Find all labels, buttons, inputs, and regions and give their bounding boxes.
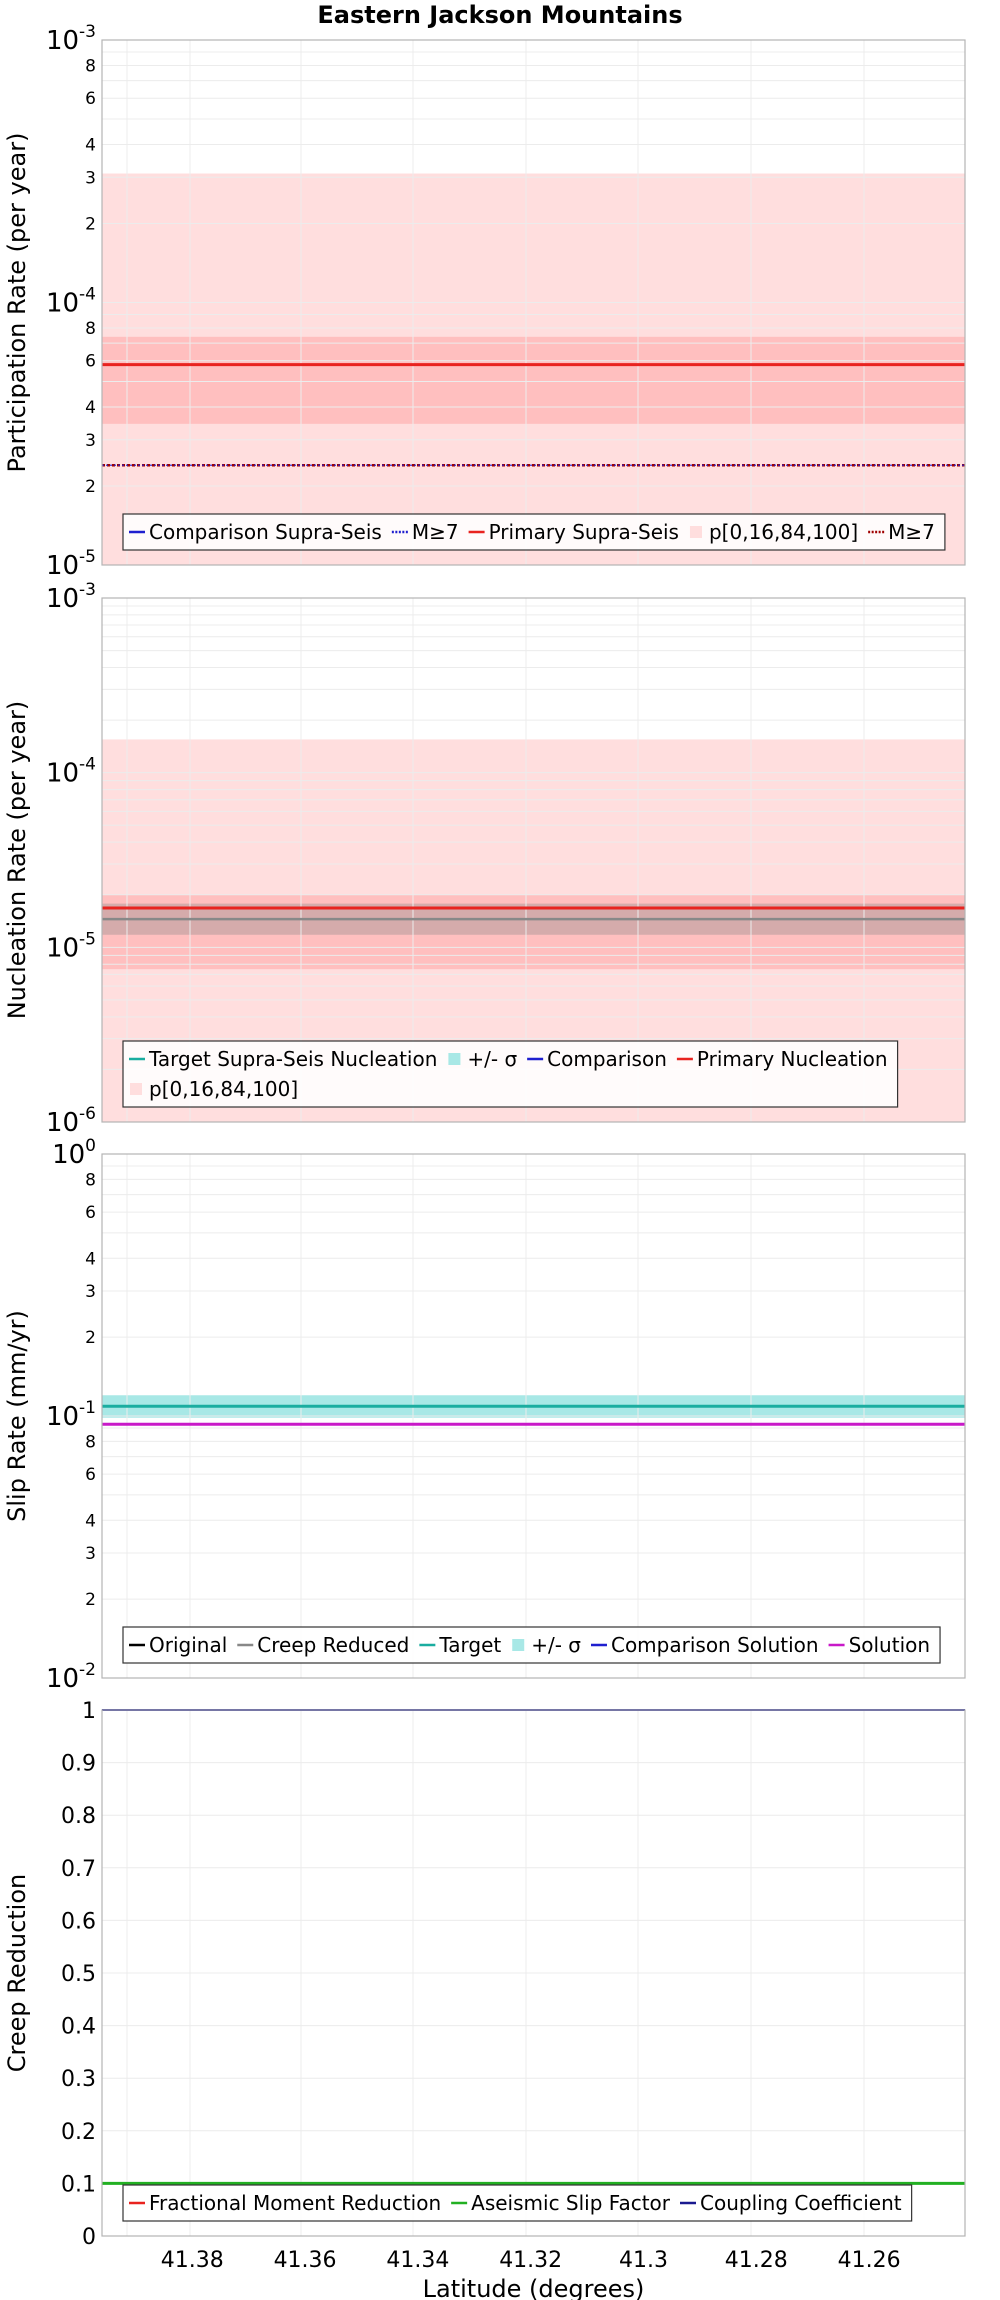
participation-ytick-minor-2: 4 [85,135,96,155]
creep-ytick-0: 1 [82,1699,96,1724]
slip-legend: Original Creep Reduced Target +/- σ Comparis… [122,1626,941,1664]
participation-legend-item-0-1-label: M≥7 [412,520,459,544]
participation-legend-item-0-0-label: Comparison Supra-Seis [149,520,382,544]
creep-legend-item-0-1-label: Aseismic Slip Factor [471,2191,671,2215]
slip-legend-item-0-3-swatch [512,1639,525,1651]
creep-ytick-6: 0.4 [61,2015,96,2040]
creep-ytick-9: 0.1 [61,2172,96,2197]
nucleation-legend: Target Supra-Seis Nucleation +/- σ Compari… [122,1040,899,1108]
series-layer [102,363,965,2185]
frames-layer [101,39,966,2237]
slip-ytick-minor-1: 6 [85,1203,96,1223]
axis-labels-layer: Participation Rate (per year) Nucleation … [3,133,644,2300]
slip-legend-item-0-1-label: Creep Reduced [257,1633,409,1657]
bands-layer [102,173,965,1418]
participation-legend-item-0-3-swatch [689,526,702,538]
creep-legend-item-0-2-label: Coupling Coefficient [700,2191,902,2215]
creep-frame [101,1709,966,2237]
creep-xtick-2: 41.34 [386,2248,449,2273]
creep-xtick-1: 41.36 [274,2248,337,2273]
creep-legend-item-0-0-label: Fractional Moment Reduction [149,2191,441,2215]
participation-ytick-minor-8: 3 [85,431,96,451]
participation-ytick-major-2: 10-5 [46,547,96,581]
slip-legend-item-0-5-label: Solution [849,1633,930,1657]
participation-legend-item-0-4-label: M≥7 [888,520,935,544]
participation-frame [101,39,966,566]
slip-ytick-minor-4: 2 [85,1328,96,1348]
participation-ytick-major-0: 10-3 [46,22,96,56]
creep-ytick-10: 0 [82,2225,96,2250]
nucleation-ytick-major-2: 10-5 [46,929,96,963]
participation-ylabel: Participation Rate (per year) [3,133,31,473]
creep-ytick-7: 0.3 [61,2067,96,2092]
slip-ytick-major-1: 10-1 [46,1398,96,1432]
participation-ytick-minor-6: 6 [85,352,96,372]
slip-ytick-minor-8: 3 [85,1544,96,1564]
chart-title: Eastern Jackson Mountains [317,1,683,29]
grid-layer [102,39,965,2237]
creep-ytick-5: 0.5 [61,1962,96,1987]
nucleation-ytick-major-3: 10-6 [46,1104,96,1138]
creep-xtick-6: 41.26 [838,2248,901,2273]
slip-legend-item-0-0-label: Original [149,1633,227,1657]
slip-ytick-minor-7: 4 [85,1511,96,1531]
creep-legend: Fractional Moment Reduction Aseismic Slip… [122,2184,913,2222]
nucleation-legend-item-0-3-label: Primary Nucleation [697,1047,888,1071]
participation-ytick-major-1: 10-4 [46,285,96,319]
slip-ylabel: Slip Rate (mm/yr) [3,1310,31,1522]
nucleation-ytick-major-0: 10-3 [46,580,96,614]
slip-legend-item-0-3-label: +/- σ [531,1633,581,1657]
ticks-layer: 10-310-410-5864328643210-310-410-510-610… [46,22,901,2273]
slip-ytick-major-0: 100 [52,1136,96,1170]
creep-ytick-2: 0.8 [61,1804,96,1829]
participation-ytick-minor-5: 8 [85,319,96,339]
participation-ytick-minor-7: 4 [85,398,96,418]
nucleation-legend-item-1-0-swatch [130,1083,142,1095]
nucleation-ytick-major-1: 10-4 [46,755,96,789]
slip-frame [101,1153,966,1679]
nucleation-legend-box [122,1040,899,1108]
participation-ytick-minor-0: 8 [85,56,96,76]
slip-ytick-major-2: 10-2 [46,1660,96,1694]
participation-legend: Comparison Supra-Seis M≥7 Primary Supra-Se… [122,513,946,551]
participation-legend-item-0-3-label: p[0,16,84,100] [709,520,858,544]
legends-layer: Comparison Supra-Seis M≥7 Primary Supra-Se… [122,513,946,2222]
slip-ytick-minor-0: 8 [85,1170,96,1190]
slip-ytick-minor-9: 2 [85,1590,96,1610]
slip-legend-item-0-4-label: Comparison Solution [611,1633,819,1657]
nucleation-frame [101,597,966,1123]
nucleation-legend-item-0-1-label: +/- σ [467,1047,517,1071]
slip-legend-box [122,1626,941,1664]
participation-ytick-minor-4: 2 [85,214,96,234]
participation-ytick-minor-9: 2 [85,477,96,497]
creep-legend-box [122,2184,913,2222]
creep-xlabel: Latitude (degrees) [423,2275,645,2300]
participation-legend-box [122,513,946,551]
slip-ytick-minor-2: 4 [85,1249,96,1269]
nucleation-legend-item-0-0-label: Target Supra-Seis Nucleation [148,1047,437,1071]
creep-xtick-4: 41.3 [619,2248,668,2273]
slip-ytick-minor-6: 6 [85,1465,96,1485]
creep-ylabel: Creep Reduction [3,1874,31,2072]
participation-band-1 [102,336,965,424]
slip-ytick-minor-3: 3 [85,1282,96,1302]
participation-ytick-minor-3: 3 [85,168,96,188]
creep-xtick-5: 41.28 [725,2248,788,2273]
slip-ytick-minor-5: 8 [85,1432,96,1452]
nucleation-legend-item-1-0-label: p[0,16,84,100] [149,1077,298,1101]
creep-xtick-0: 41.38 [161,2248,224,2273]
nucleation-legend-item-0-2-label: Comparison [547,1047,667,1071]
nucleation-ylabel: Nucleation Rate (per year) [3,701,31,1020]
creep-ytick-8: 0.2 [61,2120,96,2145]
participation-ytick-minor-1: 6 [85,89,96,109]
creep-xtick-3: 41.32 [499,2248,562,2273]
creep-ytick-4: 0.6 [61,1909,96,1934]
nucleation-legend-item-0-1-swatch [448,1053,461,1065]
slip-legend-item-0-2-label: Target [438,1633,501,1657]
creep-ytick-3: 0.7 [61,1857,96,1882]
creep-ytick-1: 0.9 [61,1752,96,1777]
participation-legend-item-0-2-label: Primary Supra-Seis [489,520,679,544]
